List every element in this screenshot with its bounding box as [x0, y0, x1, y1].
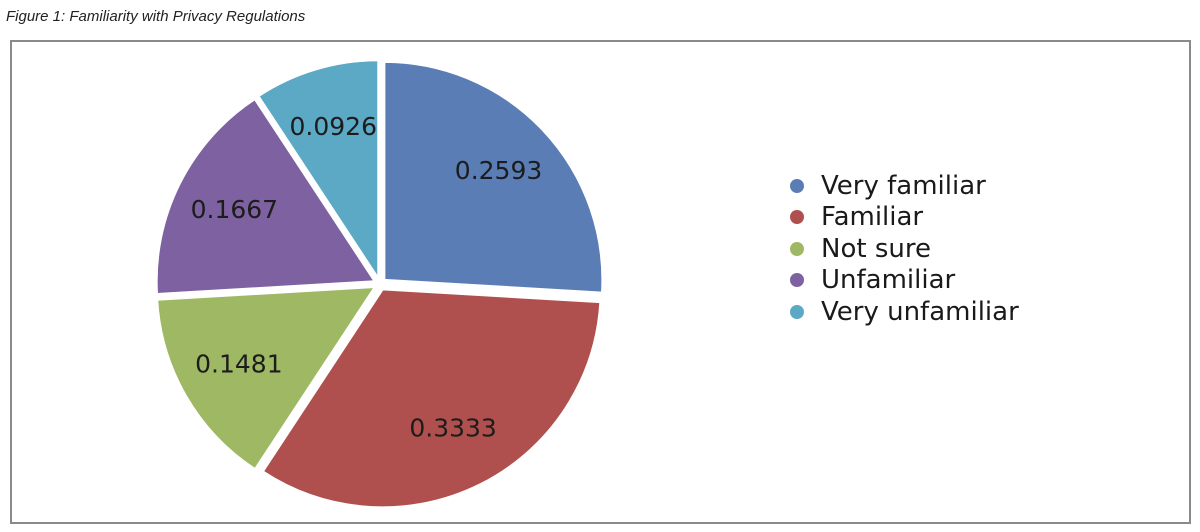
pie-slice-not-sure — [156, 285, 377, 471]
legend-marker-icon — [790, 210, 804, 225]
chart-frame: 0.2593 0.3333 0.1481 0.1667 0.0926 Very fami… — [10, 40, 1191, 524]
pie-slice-unfamiliar — [155, 97, 377, 296]
data-label-not-sure: 0.1481 — [195, 349, 282, 378]
legend-label: Not sure — [821, 233, 931, 264]
legend-item-very-unfamiliar: Very unfamiliar — [790, 296, 1019, 328]
pie-slice-very-familiar — [383, 60, 604, 294]
pie-chart: 0.2593 0.3333 0.1481 0.1667 0.0926 — [155, 59, 604, 509]
legend-label: Very familiar — [821, 170, 986, 201]
legend-item-familiar: Familiar — [790, 202, 1019, 234]
data-label-familiar: 0.3333 — [409, 414, 496, 443]
legend-label: Very unfamiliar — [821, 296, 1019, 327]
data-label-very-unfamiliar: 0.0926 — [290, 112, 377, 141]
legend-marker-icon — [790, 273, 804, 288]
pie-slice-familiar — [261, 288, 602, 509]
legend-marker-icon — [790, 304, 804, 319]
pie-data-labels: 0.2593 0.3333 0.1481 0.1667 0.0926 — [191, 112, 543, 443]
data-label-unfamiliar: 0.1667 — [191, 195, 278, 224]
legend-marker-icon — [790, 241, 804, 256]
pie-slices — [155, 59, 604, 509]
legend-item-unfamiliar: Unfamiliar — [790, 265, 1019, 297]
legend-item-not-sure: Not sure — [790, 233, 1019, 265]
chart-legend: Very familiar Familiar Not sure Unfamiliar V… — [790, 170, 1019, 328]
figure-caption: Figure 1: Familiarity with Privacy Regul… — [6, 8, 306, 25]
legend-label: Unfamiliar — [821, 265, 956, 296]
legend-marker-icon — [790, 178, 804, 193]
pie-slice-very-unfamiliar — [257, 59, 380, 282]
legend-label: Familiar — [821, 202, 924, 233]
data-label-very-familiar: 0.2593 — [455, 156, 542, 185]
legend-item-very-familiar: Very familiar — [790, 170, 1019, 202]
